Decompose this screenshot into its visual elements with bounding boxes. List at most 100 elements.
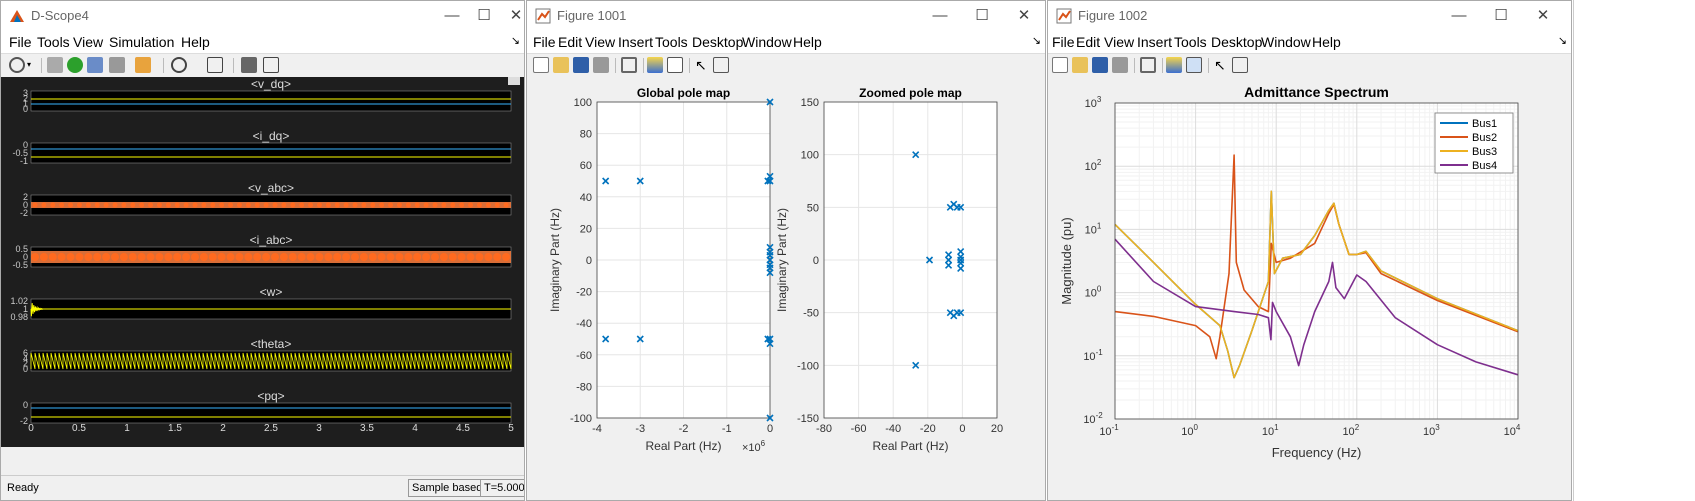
legend-icon[interactable] <box>1186 57 1202 73</box>
scope-signal-marker <box>174 202 180 208</box>
menu-tools[interactable]: Tools <box>37 34 70 50</box>
menu-help[interactable]: Help <box>1312 34 1341 50</box>
status-ready: Ready <box>7 482 39 494</box>
menu-window[interactable]: Window <box>742 34 792 50</box>
menu-file[interactable]: File <box>1052 34 1075 50</box>
autoscale-icon[interactable] <box>207 57 223 73</box>
open-icon[interactable] <box>553 57 569 73</box>
figure-1002-canvas[interactable]: 10-1 100 101 102 103 10410310210110010-110-2B… <box>1048 77 1572 501</box>
minimize-button[interactable]: — <box>932 7 948 24</box>
multiplier-exponent: 6 <box>761 439 766 448</box>
menu-window[interactable]: Window <box>1261 34 1311 50</box>
menu-tools[interactable]: Tools <box>655 34 688 50</box>
scope-y-tick-label: 0.98 <box>10 312 28 322</box>
highlight-icon[interactable] <box>135 57 151 73</box>
minimize-button[interactable]: — <box>1451 7 1467 24</box>
colorbar-icon[interactable] <box>1166 57 1182 73</box>
plot-title: Admittance Spectrum <box>1244 84 1389 100</box>
menu-file[interactable]: File <box>533 34 556 50</box>
y-axis-label: Imaginary Part (Hz) <box>775 208 789 312</box>
scope-x-tick-label: 2 <box>220 423 226 434</box>
scope-signal-marker <box>288 253 297 261</box>
pointer-icon[interactable]: ↖ <box>695 57 707 73</box>
menu-insert[interactable]: Insert <box>1137 34 1173 50</box>
x-tick-label: 0 <box>767 423 773 435</box>
menu-insert[interactable]: Insert <box>618 34 654 50</box>
x-tick-base: 10 <box>1423 426 1435 438</box>
colorbar-icon[interactable] <box>647 57 663 73</box>
scope-signal-marker <box>281 202 287 208</box>
close-button[interactable]: ✕ <box>1536 7 1550 24</box>
dock-icon[interactable]: ↘ <box>510 35 520 47</box>
menu-desktop[interactable]: Desktop <box>1211 34 1263 50</box>
link-plot-icon[interactable] <box>621 57 637 73</box>
menu-tools[interactable]: Tools <box>1174 34 1207 50</box>
title-bar[interactable]: D-Scope4 — ☐ ✕ <box>1 1 524 31</box>
menu-view[interactable]: View <box>73 34 104 50</box>
menu-edit[interactable]: Edit <box>558 34 583 50</box>
menu-view[interactable]: View <box>1104 34 1135 50</box>
new-figure-icon[interactable] <box>1052 57 1068 73</box>
link-plot-icon[interactable] <box>1140 57 1156 73</box>
print-icon[interactable] <box>1112 57 1128 73</box>
close-button[interactable]: ✕ <box>509 7 523 24</box>
pointer-icon[interactable]: ↖ <box>1214 57 1226 73</box>
series-line-bus3 <box>1114 190 1519 379</box>
menu-simulation[interactable]: Simulation <box>109 34 175 50</box>
legend-icon[interactable] <box>667 57 683 73</box>
property-inspector-icon[interactable] <box>713 57 729 73</box>
dock-icon[interactable]: ↘ <box>1557 35 1567 47</box>
y-tick-base: 10 <box>1085 98 1097 110</box>
minimize-button[interactable]: — <box>444 7 460 24</box>
save-icon[interactable] <box>573 57 589 73</box>
run-icon[interactable] <box>67 57 83 73</box>
stop-icon[interactable] <box>109 57 125 73</box>
title-bar[interactable]: Figure 1002 — ☐ ✕ <box>1048 1 1571 31</box>
scope-y-tick-label: 0 <box>23 400 28 410</box>
scope-signal-marker <box>66 253 75 261</box>
scope-x-tick-label: 0 <box>28 423 34 434</box>
menu-view[interactable]: View <box>585 34 616 50</box>
zoom-icon[interactable] <box>171 57 187 73</box>
menu-help[interactable]: Help <box>793 34 822 50</box>
settings-icon[interactable] <box>9 57 25 73</box>
y-tick-exponent: 0 <box>1097 285 1102 294</box>
y-tick-exponent: 2 <box>1097 158 1102 167</box>
print-icon[interactable] <box>593 57 609 73</box>
scope-signal-marker <box>423 202 429 208</box>
y-tick-label: 0 <box>813 255 819 267</box>
step-forward-icon[interactable] <box>87 57 103 73</box>
step-back-icon[interactable] <box>47 57 63 73</box>
y-tick-label: 102 <box>1085 158 1102 173</box>
menu-bar: File Edit View Insert Tools Desktop Wind… <box>527 31 1045 53</box>
menu-file[interactable]: File <box>9 34 32 50</box>
title-bar[interactable]: Figure 1001 — ☐ ✕ <box>527 1 1045 31</box>
menu-desktop[interactable]: Desktop <box>692 34 744 50</box>
maximize-button[interactable]: ☐ <box>1494 7 1508 24</box>
x-tick-exponent: -1 <box>1112 423 1120 432</box>
open-icon[interactable] <box>1072 57 1088 73</box>
close-button[interactable]: ✕ <box>1017 7 1031 24</box>
menu-help[interactable]: Help <box>181 34 210 50</box>
menu-edit[interactable]: Edit <box>1076 34 1101 50</box>
scope-signal-marker <box>388 202 394 208</box>
dock-icon[interactable]: ↘ <box>1031 35 1041 47</box>
new-figure-icon[interactable] <box>533 57 549 73</box>
cursor-icon[interactable] <box>241 57 257 73</box>
maximize-button[interactable]: ☐ <box>975 7 989 24</box>
property-inspector-icon[interactable] <box>1232 57 1248 73</box>
legend-entry: Bus3 <box>1472 146 1497 158</box>
scope-signal-marker <box>208 253 217 261</box>
toolbar-separator <box>689 58 690 73</box>
save-icon[interactable] <box>1092 57 1108 73</box>
scope-signal-marker <box>111 253 119 261</box>
style-icon[interactable] <box>263 57 279 73</box>
scope-panel-title: <pq> <box>257 389 284 403</box>
scope-signal-marker <box>468 202 474 208</box>
x-tick-label: -3 <box>635 423 645 435</box>
dropdown-arrow-icon[interactable]: ▾ <box>27 60 32 69</box>
y-axis-label: Imaginary Part (Hz) <box>548 208 562 312</box>
maximize-button[interactable]: ☐ <box>477 7 491 24</box>
scope-display[interactable]: <v_dq>3210<i_dq>0-0.5-1<v_abc>20-2<i_abc… <box>1 77 525 447</box>
figure-1001-canvas[interactable]: -4 -3 -2 -1 0100806040200-20-40-60-80-100Glo… <box>527 77 1046 501</box>
